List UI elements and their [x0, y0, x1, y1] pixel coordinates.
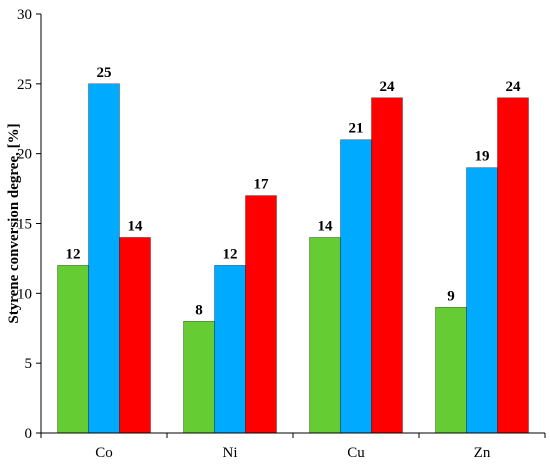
data-label: 21 [349, 121, 364, 137]
y-tick-label: 30 [17, 7, 32, 23]
data-label: 24 [506, 79, 522, 95]
bars [57, 83, 529, 434]
bar-ni-2 [214, 265, 246, 434]
data-label: 12 [66, 246, 81, 262]
bar-cu-3 [371, 97, 403, 434]
data-label: 19 [475, 149, 490, 165]
data-label: 25 [97, 65, 112, 81]
y-tick-label: 20 [17, 147, 32, 163]
data-label: 8 [195, 302, 203, 318]
bar-cu-1 [309, 237, 341, 434]
data-label: 24 [380, 79, 396, 95]
bar-co-2 [88, 83, 120, 434]
x-tick-label: Cu [347, 445, 365, 461]
bar-zn-1 [435, 307, 467, 434]
data-label: 12 [223, 246, 238, 262]
bar-cu-2 [340, 139, 372, 434]
bar-co-1 [57, 265, 89, 434]
y-tick-label: 5 [25, 356, 33, 372]
data-label: 9 [447, 288, 455, 304]
bar-zn-2 [466, 167, 498, 434]
bar-ni-3 [245, 195, 277, 434]
bar-zn-3 [497, 97, 529, 434]
x-tick-label: Ni [223, 445, 238, 461]
data-label: 17 [254, 177, 270, 193]
bar-co-3 [119, 237, 151, 434]
x-axis: Co Ni Cu Zn [40, 432, 546, 461]
y-tick-label: 0 [25, 426, 33, 442]
data-label: 14 [318, 218, 334, 234]
x-tick-label: Co [95, 445, 113, 461]
bar-ni-1 [183, 321, 215, 434]
y-tick-label: 25 [17, 77, 32, 93]
data-labels: 12 25 14 8 12 17 14 21 24 9 19 24 [66, 65, 522, 318]
y-tick-label: 15 [17, 217, 32, 233]
y-axis: 0 5 10 15 20 25 30 [17, 7, 42, 442]
data-label: 14 [128, 218, 144, 234]
x-tick-label: Zn [474, 445, 491, 461]
y-axis-title: Styrene conversion degree, [%] [6, 123, 22, 323]
y-tick-label: 10 [17, 286, 32, 302]
